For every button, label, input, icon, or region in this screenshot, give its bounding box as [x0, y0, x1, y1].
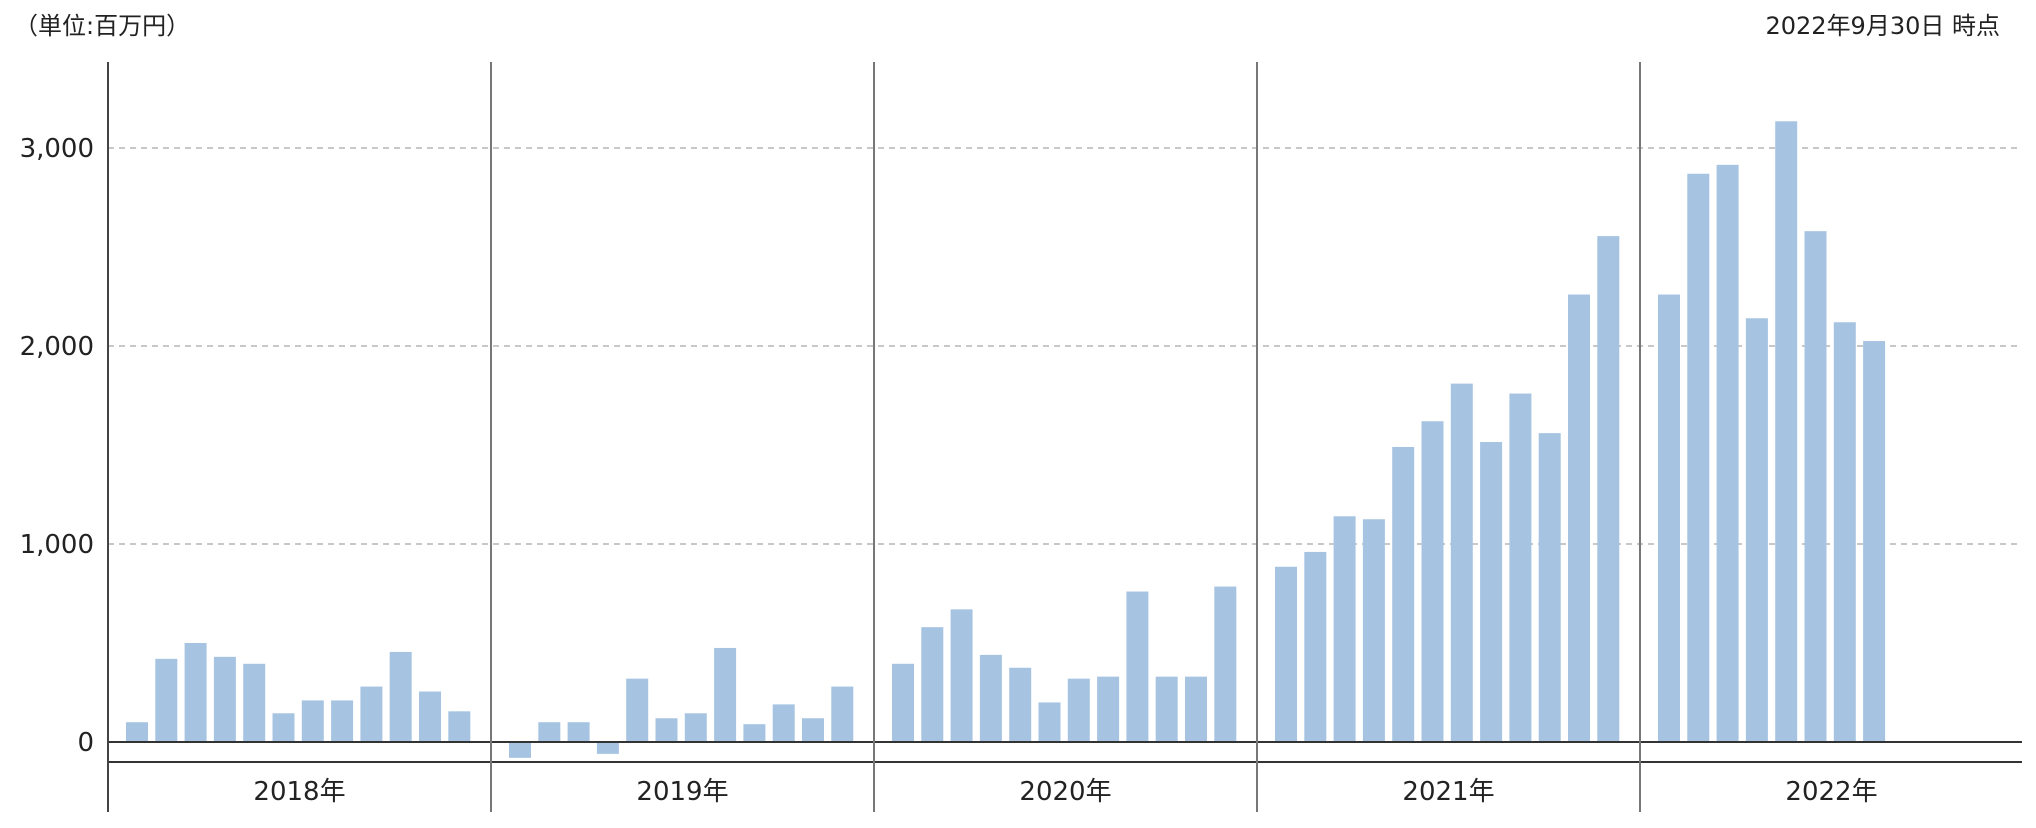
x-category-label: 2019年	[636, 777, 728, 807]
bar	[772, 704, 795, 742]
bar	[1185, 676, 1207, 742]
bar	[1833, 322, 1856, 742]
bar	[684, 713, 707, 742]
bar	[1009, 667, 1032, 742]
bar	[1362, 519, 1385, 742]
bar	[538, 722, 561, 742]
bar	[1538, 433, 1561, 742]
bar	[1658, 294, 1680, 742]
y-tick-label: 2,000	[20, 332, 94, 362]
bar	[1275, 566, 1297, 742]
unit-label: （単位:百万円）	[14, 12, 190, 40]
bar	[743, 724, 766, 742]
bar	[213, 656, 236, 742]
x-category-label: 2020年	[1019, 777, 1111, 807]
bar	[301, 700, 324, 742]
x-category-label: 2018年	[253, 777, 345, 807]
bar	[1716, 164, 1739, 742]
as-of-date: 2022年9月30日 時点	[1765, 12, 2000, 40]
bar	[1333, 516, 1356, 742]
y-tick-label: 0	[77, 728, 94, 758]
bar	[950, 609, 973, 742]
y-tick-label: 1,000	[20, 530, 94, 560]
tick-labels: 0 1,000 2,000 3,000 2018年 2019年 2020年 2021年 2022…	[20, 134, 1878, 807]
bar	[626, 678, 649, 742]
bar	[1450, 383, 1473, 742]
bar	[126, 722, 148, 742]
bar	[655, 718, 678, 742]
bar	[184, 643, 207, 742]
bar	[1304, 551, 1327, 742]
bar	[1480, 442, 1503, 742]
x-category-label: 2022年	[1785, 777, 1877, 807]
bar	[831, 686, 854, 742]
bar	[567, 722, 590, 742]
bar	[1155, 676, 1178, 742]
bar	[1214, 586, 1237, 742]
bar	[1126, 591, 1149, 742]
bar	[389, 651, 412, 742]
bar	[1038, 702, 1061, 742]
bar	[419, 691, 441, 742]
bar	[1745, 318, 1768, 742]
bar	[802, 718, 824, 742]
bar	[1687, 173, 1710, 743]
bar	[243, 663, 266, 742]
bar	[155, 658, 178, 742]
bar	[1392, 446, 1415, 742]
bar	[448, 711, 471, 742]
bar	[360, 686, 383, 742]
bar	[1509, 393, 1532, 742]
bar	[714, 647, 737, 742]
bars	[126, 121, 1886, 758]
bar	[1067, 678, 1090, 742]
bar	[509, 742, 531, 758]
bar	[1421, 421, 1444, 742]
bar	[1597, 236, 1620, 743]
bar	[596, 742, 619, 754]
bar	[1775, 121, 1798, 742]
bar	[1568, 294, 1590, 742]
bar	[1863, 341, 1886, 742]
bar	[921, 627, 944, 742]
x-category-label: 2021年	[1402, 777, 1494, 807]
bar	[1804, 231, 1827, 742]
bar	[892, 663, 914, 742]
bar	[331, 700, 354, 742]
bar	[272, 713, 295, 742]
bar	[1097, 676, 1120, 742]
bar	[979, 654, 1002, 742]
y-tick-label: 3,000	[20, 134, 94, 164]
axes	[107, 62, 2022, 812]
